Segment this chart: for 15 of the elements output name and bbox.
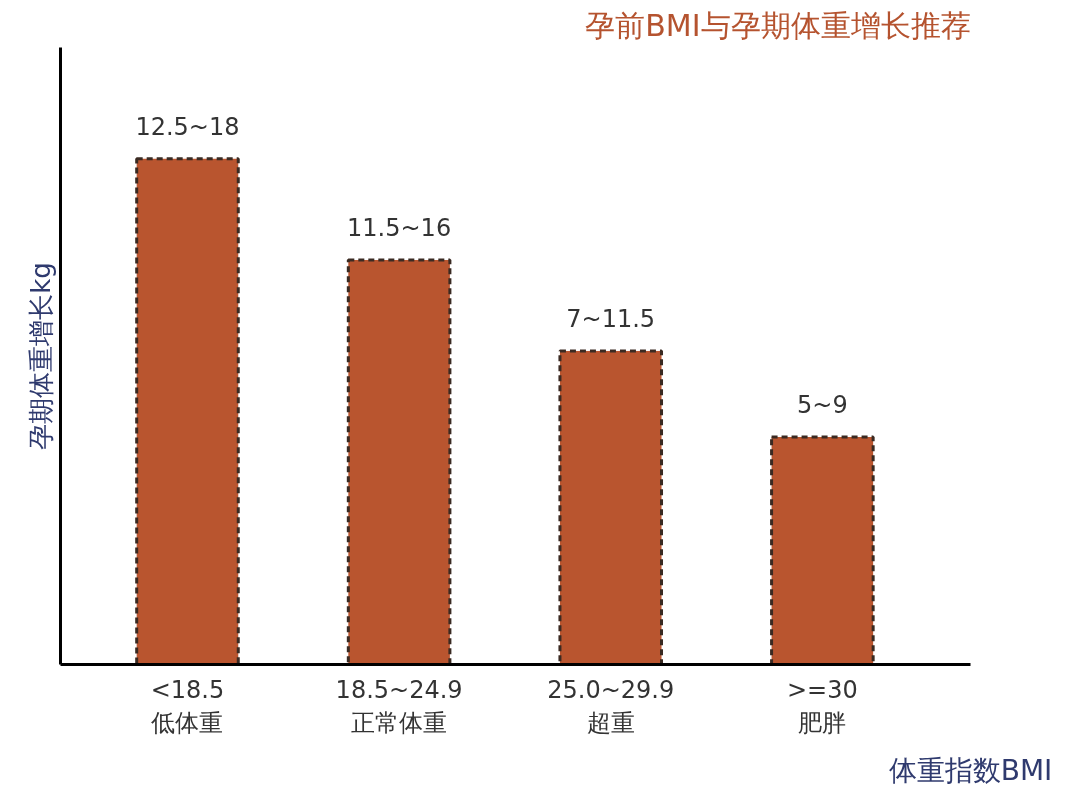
y-axis-title: 孕期体重增长kg: [25, 262, 56, 450]
x-tick-label: 18.5~24.9 正常体重: [335, 675, 463, 738]
chart-title: 孕前BMI与孕期体重增长推荐: [585, 7, 971, 43]
bar: [770, 435, 875, 665]
annotation: 11.5~16: [347, 213, 452, 242]
annotation: 12.5~18: [135, 112, 240, 141]
x-tick-label: >=30 肥胖: [786, 675, 858, 738]
x-tick-label: 25.0~29.9 超重: [547, 675, 675, 738]
annotation: 7~11.5: [566, 304, 656, 333]
x-tick-label: <18.5 低体重: [150, 675, 225, 738]
bar: [346, 258, 452, 665]
x-axis-title: 体重指数BMI: [888, 754, 1053, 788]
annotation: 5~9: [797, 390, 848, 419]
bar: [135, 157, 240, 665]
bar: [558, 349, 664, 665]
